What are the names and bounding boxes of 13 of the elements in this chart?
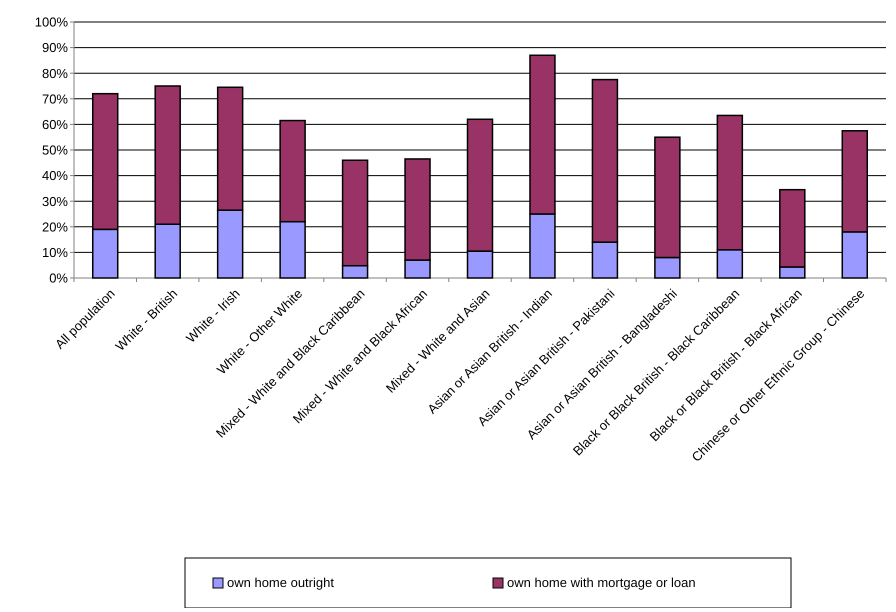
y-tick-label: 50% xyxy=(42,142,68,158)
y-tick-label: 60% xyxy=(42,116,68,132)
y-tick-label: 90% xyxy=(42,40,68,56)
y-tick-label: 10% xyxy=(42,244,68,260)
y-tick-label: 100% xyxy=(34,14,68,30)
legend-label: own home with mortgage or loan xyxy=(507,575,696,590)
y-tick-label: 40% xyxy=(42,168,68,184)
y-tick-label: 30% xyxy=(42,194,68,209)
y-tick-label: 80% xyxy=(42,66,68,81)
y-tick-label: 20% xyxy=(42,219,68,234)
y-tick-label: 70% xyxy=(42,91,68,106)
y-tick-label: 0% xyxy=(49,270,68,286)
legend-label: own home outright xyxy=(227,575,334,590)
